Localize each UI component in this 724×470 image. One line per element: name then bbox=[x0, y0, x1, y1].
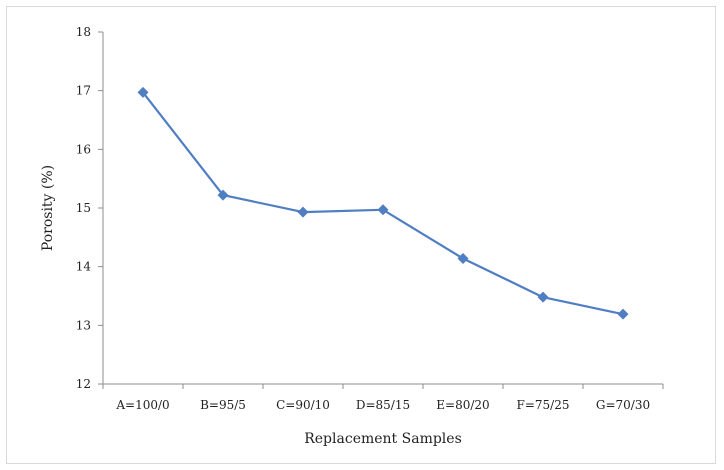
data-point-marker bbox=[217, 189, 229, 201]
y-ticks: 12 13 14 15 16 17 18 bbox=[76, 25, 103, 391]
x-ticks: A=100/0 B=95/5 C=90/10 D=85/15 E=80/20 F=75/2… bbox=[102, 384, 664, 412]
y-tick-label: 14 bbox=[76, 260, 92, 274]
y-tick-label: 18 bbox=[76, 25, 91, 39]
data-point-marker bbox=[617, 308, 629, 320]
x-tick-label: G=70/30 bbox=[596, 398, 650, 412]
x-tick-label: A=100/0 bbox=[115, 398, 169, 412]
y-tick-label: 17 bbox=[76, 84, 91, 98]
data-point-marker bbox=[297, 206, 309, 218]
x-tick-label: E=80/20 bbox=[436, 398, 489, 412]
data-markers bbox=[137, 86, 629, 320]
x-tick-label: C=90/10 bbox=[276, 398, 330, 412]
y-tick-label: 12 bbox=[76, 377, 91, 391]
series-line bbox=[142, 91, 624, 316]
x-tick-label: F=75/25 bbox=[517, 398, 570, 412]
y-tick-label: 16 bbox=[76, 142, 91, 156]
x-tick-label: B=95/5 bbox=[200, 398, 246, 412]
data-point-marker bbox=[377, 204, 389, 216]
x-axis-title: Replacement Samples bbox=[304, 431, 462, 447]
data-point-marker bbox=[457, 252, 469, 264]
y-tick-label: 15 bbox=[76, 201, 91, 215]
x-tick-label: D=85/15 bbox=[356, 398, 410, 412]
y-tick-label: 13 bbox=[76, 318, 91, 332]
y-axis-title: Porosity (%) bbox=[40, 165, 56, 251]
data-point-marker bbox=[537, 291, 549, 303]
chart-frame bbox=[6, 6, 716, 464]
data-point-marker bbox=[137, 86, 149, 98]
